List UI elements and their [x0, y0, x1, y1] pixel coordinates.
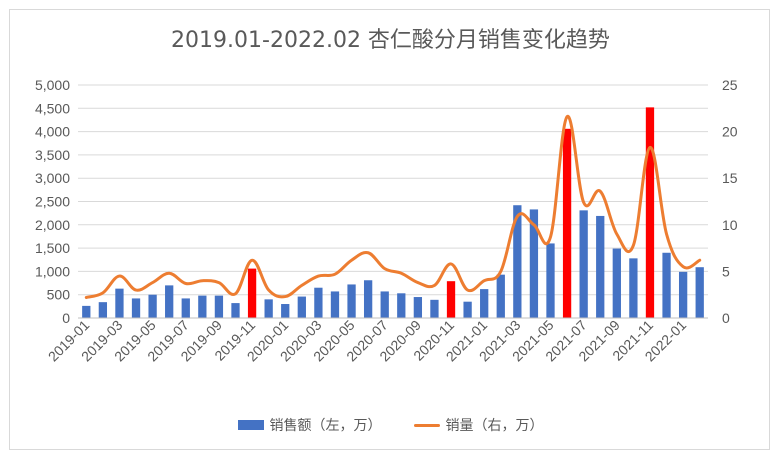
legend-item-sales-volume: 销量（右，万） — [413, 415, 544, 435]
bar — [314, 287, 323, 318]
y-right-tick-label: 25 — [722, 77, 738, 93]
bar — [546, 243, 555, 318]
bar — [198, 295, 207, 318]
y-left-tick-label: 1,500 — [35, 240, 70, 256]
chart-frame — [9, 9, 770, 450]
bar — [98, 302, 108, 318]
legend-label-sales-volume: 销量（右，万） — [445, 418, 544, 434]
legend-swatch-line — [413, 423, 440, 427]
bar-highlight — [562, 128, 572, 318]
bar — [480, 289, 489, 318]
y-left-tick-label: 1,000 — [35, 263, 70, 279]
bar — [397, 293, 406, 318]
bar — [231, 303, 240, 318]
bar — [281, 304, 290, 318]
bar — [131, 298, 141, 318]
bar — [596, 215, 605, 318]
bar — [579, 210, 588, 318]
bar — [463, 301, 472, 318]
y-left-tick-label: 3,500 — [35, 147, 70, 163]
bar — [297, 296, 306, 318]
legend-swatch-bar — [237, 420, 264, 430]
bar — [529, 209, 539, 318]
bar — [612, 248, 621, 318]
bar — [214, 295, 224, 318]
y-left-tick-label: 4,500 — [35, 100, 70, 116]
bar — [363, 280, 373, 318]
bar — [165, 285, 174, 318]
legend: 销售额（左，万） 销量（右，万） — [0, 415, 781, 435]
bar-highlight — [446, 281, 456, 318]
y-left-tick-label: 2,000 — [35, 217, 70, 233]
y-left-tick-label: 500 — [47, 287, 71, 303]
y-right-tick-label: 0 — [722, 310, 730, 326]
bar — [264, 299, 273, 318]
bar — [181, 298, 190, 318]
bar — [629, 258, 638, 318]
bar-highlight — [645, 107, 655, 318]
bar — [513, 205, 522, 318]
legend-item-sales-amount: 销售额（左，万） — [237, 415, 382, 435]
y-right-tick-label: 20 — [722, 124, 738, 140]
chart-title: 2019.01-2022.02 杏仁酸分月销售变化趋势 — [171, 28, 610, 53]
bar — [330, 291, 340, 318]
y-left-tick-label: 3,000 — [35, 170, 70, 186]
bar — [496, 274, 505, 318]
y-right-tick-label: 15 — [722, 170, 738, 186]
bar — [82, 305, 91, 318]
bar — [678, 271, 688, 318]
bar-highlight — [247, 268, 257, 318]
y-right-tick-label: 10 — [722, 217, 738, 233]
bar — [662, 252, 671, 318]
legend-label-sales-amount: 销售额（左，万） — [269, 418, 382, 434]
y-right-tick-label: 5 — [722, 263, 730, 279]
bar — [380, 291, 389, 318]
bar — [347, 284, 356, 318]
y-left-tick-label: 4,000 — [35, 124, 70, 140]
volume-line — [84, 115, 702, 299]
bar — [148, 294, 157, 318]
bar — [413, 297, 423, 318]
y-left-tick-label: 2,500 — [35, 194, 70, 210]
y-left-tick-label: 5,000 — [35, 77, 70, 93]
bar — [430, 299, 439, 318]
bar — [115, 288, 124, 318]
y-left-tick-label: 0 — [62, 310, 70, 326]
bar — [695, 267, 704, 318]
